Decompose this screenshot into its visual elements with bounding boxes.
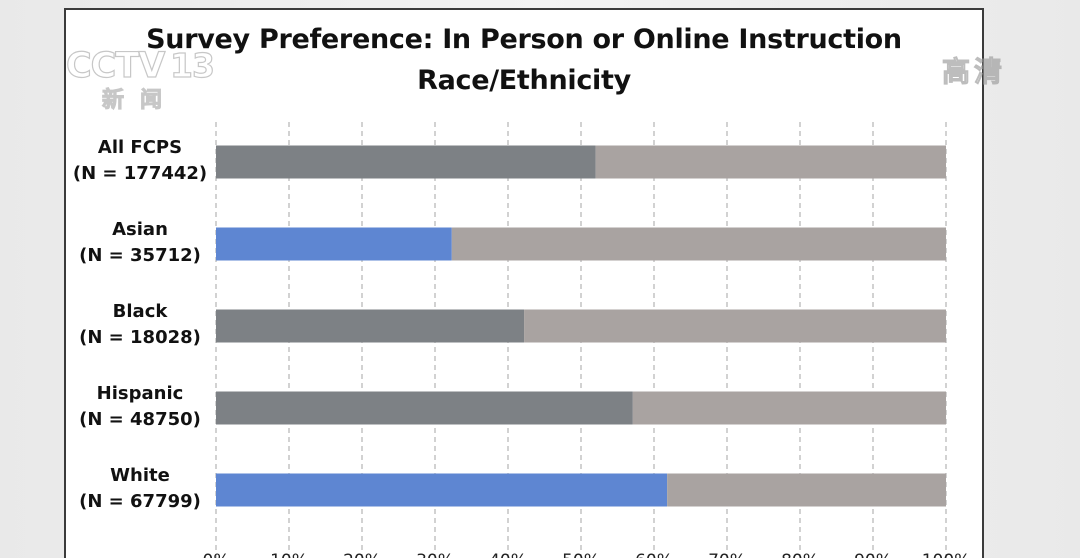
bar-segment-1: [216, 309, 525, 343]
x-tick-label: 40%: [489, 551, 527, 558]
chart-subtitle: Race/Ethnicity: [417, 65, 631, 96]
logo-channel-number: 13: [169, 45, 215, 85]
category-label-line: (N = 48750): [79, 409, 201, 430]
x-tick-label: 90%: [854, 551, 892, 558]
logo-brand: CCTV: [65, 45, 166, 86]
x-tick-label: 20%: [343, 551, 381, 558]
category-label: Hispanic (N = 48750): [60, 381, 220, 433]
category-label: White (N = 67799): [60, 463, 220, 515]
bar-segment-2: [632, 391, 946, 425]
category-label-line: All FCPS: [97, 137, 183, 158]
bar-segment-2: [595, 145, 946, 179]
category-label-line: Hispanic: [96, 383, 184, 404]
bar-segment-2: [451, 227, 946, 261]
bar-segment-1: [216, 473, 668, 507]
category-label-line: (N = 35712): [79, 245, 201, 266]
x-tick-label: 80%: [781, 551, 819, 558]
category-label: Asian (N = 35712): [60, 217, 220, 269]
category-label-line: (N = 67799): [79, 491, 201, 512]
channel-logo: CCTV 13 新闻: [65, 45, 215, 113]
category-label-line: (N = 18028): [79, 327, 201, 348]
x-tick-label: 100%: [922, 551, 971, 558]
x-tick-label: 60%: [635, 551, 673, 558]
logo-channel-name: 新闻: [101, 88, 179, 114]
x-tick-label: 50%: [562, 551, 600, 558]
x-tick-label: 30%: [416, 551, 454, 558]
category-label-line: White: [110, 465, 170, 486]
slide-panel: [64, 8, 984, 558]
x-tick-label: 0%: [203, 551, 230, 558]
category-label: All FCPS (N = 177442): [60, 135, 220, 187]
chart-title: Survey Preference: In Person or Online I…: [146, 24, 902, 55]
category-label: Black (N = 18028): [60, 299, 220, 351]
bar-segment-2: [667, 473, 946, 507]
x-tick-label: 10%: [270, 551, 308, 558]
category-label-line: Black: [112, 301, 168, 322]
category-label-line: (N = 177442): [72, 163, 208, 184]
bar-segment-1: [216, 227, 452, 261]
bar-segment-2: [524, 309, 946, 343]
x-tick-label: 70%: [708, 551, 746, 558]
category-label-line: Asian: [112, 219, 168, 240]
bar-segment-1: [216, 145, 596, 179]
bar-segment-1: [216, 391, 633, 425]
hd-badge: 高清: [941, 55, 1007, 89]
